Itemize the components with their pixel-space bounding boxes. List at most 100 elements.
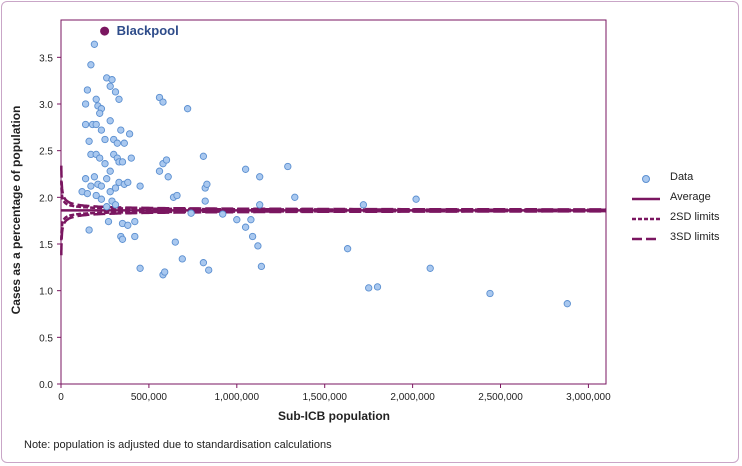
data-point bbox=[257, 262, 266, 271]
data-point bbox=[106, 167, 114, 175]
data-point bbox=[136, 182, 144, 190]
plot-area-border bbox=[60, 19, 607, 385]
data-point bbox=[96, 154, 104, 162]
y-tick-label: 3.5 bbox=[39, 53, 53, 64]
data-point bbox=[106, 117, 114, 125]
lower-3sd-limit bbox=[60, 210, 606, 256]
data-points bbox=[78, 40, 571, 308]
data-point bbox=[247, 216, 255, 224]
data-point bbox=[108, 76, 116, 84]
data-point bbox=[90, 40, 99, 48]
data-point bbox=[117, 126, 125, 134]
data-point bbox=[87, 182, 95, 190]
y-tick-label: 2.0 bbox=[39, 193, 53, 204]
data-point bbox=[205, 266, 213, 274]
data-point bbox=[486, 289, 494, 298]
legend-label-average: Average bbox=[670, 191, 711, 203]
legend: Data Average 2SD limits 3SD limits bbox=[632, 170, 736, 250]
data-point bbox=[92, 95, 100, 103]
data-point bbox=[219, 210, 227, 218]
highlight-label: Blackpool bbox=[117, 23, 179, 38]
footnote: Note: population is adjusted due to stan… bbox=[24, 439, 332, 451]
data-point bbox=[101, 135, 109, 144]
data-point bbox=[256, 201, 264, 209]
data-point bbox=[83, 189, 92, 198]
axes bbox=[60, 19, 607, 385]
data-point bbox=[426, 264, 434, 272]
data-point bbox=[96, 109, 104, 117]
y-axis-label: Cases as a percentage of population bbox=[9, 106, 23, 315]
legend-item-2sd: 2SD limits bbox=[632, 210, 736, 230]
data-point bbox=[92, 120, 100, 129]
legend-item-average: Average bbox=[632, 190, 736, 210]
data-point bbox=[81, 120, 90, 129]
data-point bbox=[101, 160, 109, 168]
y-tick-label: 0.5 bbox=[39, 333, 53, 344]
data-point bbox=[373, 283, 382, 291]
data-point bbox=[120, 139, 128, 147]
x-tick-label: 2,500,000 bbox=[478, 392, 523, 403]
data-point bbox=[256, 173, 264, 181]
data-point bbox=[291, 193, 299, 201]
data-point bbox=[161, 268, 169, 276]
x-tick-label: 500,000 bbox=[131, 392, 168, 403]
data-point bbox=[248, 232, 257, 241]
legend-label-2sd: 2SD limits bbox=[670, 211, 720, 223]
data-point bbox=[173, 191, 181, 200]
data-point bbox=[111, 201, 120, 209]
legend-item-3sd: 3SD limits bbox=[632, 230, 736, 250]
data-point bbox=[203, 180, 211, 188]
data-point bbox=[359, 201, 368, 209]
data-point bbox=[106, 82, 114, 90]
data-point bbox=[284, 162, 292, 171]
y-tick-label: 2.5 bbox=[39, 147, 53, 158]
data-point bbox=[103, 203, 111, 211]
data-point bbox=[254, 242, 262, 250]
data-point bbox=[104, 217, 113, 226]
lower-2sd-limit bbox=[60, 209, 606, 241]
data-point bbox=[87, 61, 95, 69]
data-point bbox=[113, 139, 121, 147]
data-point bbox=[115, 95, 123, 103]
y-tick-label: 0.0 bbox=[39, 380, 53, 391]
data-point bbox=[162, 156, 171, 164]
data-point bbox=[187, 209, 195, 217]
legend-swatch-data bbox=[642, 175, 650, 183]
data-point bbox=[118, 235, 127, 243]
x-axis-label: Sub-ICB population bbox=[278, 409, 390, 423]
x-tick-label: 3,000,000 bbox=[566, 392, 611, 403]
y-tick-label: 1.5 bbox=[39, 240, 53, 251]
legend-item-data: Data bbox=[632, 170, 736, 190]
data-point bbox=[241, 165, 250, 173]
data-point bbox=[125, 130, 134, 138]
data-point bbox=[111, 184, 120, 192]
data-point bbox=[563, 300, 571, 308]
data-point bbox=[131, 217, 139, 226]
x-tick-label: 1,500,000 bbox=[302, 392, 347, 403]
axis-ticks: 0.0 0.5 1.0 1.5 2.0 2.5 3.0 3.5 0 500,000 1,000,00… bbox=[39, 53, 611, 403]
data-point bbox=[103, 175, 111, 183]
legend-label-data: Data bbox=[670, 171, 694, 183]
data-point bbox=[85, 137, 93, 145]
x-tick-label: 0 bbox=[58, 392, 64, 403]
data-point bbox=[127, 154, 135, 162]
data-point bbox=[199, 259, 208, 267]
data-point bbox=[124, 221, 132, 229]
y-tick-label: 3.0 bbox=[39, 100, 53, 111]
data-point bbox=[97, 126, 106, 134]
data-point bbox=[106, 188, 114, 196]
data-point bbox=[81, 175, 90, 183]
data-point bbox=[83, 86, 92, 94]
legend-swatch-average bbox=[632, 197, 660, 201]
data-point bbox=[159, 98, 167, 106]
data-point bbox=[118, 158, 127, 166]
y-tick-label: 1.0 bbox=[39, 287, 53, 298]
data-point bbox=[92, 191, 100, 200]
data-point bbox=[81, 100, 90, 108]
data-point bbox=[155, 167, 164, 175]
data-point bbox=[131, 232, 139, 241]
data-point bbox=[97, 182, 106, 190]
data-point bbox=[97, 195, 106, 203]
